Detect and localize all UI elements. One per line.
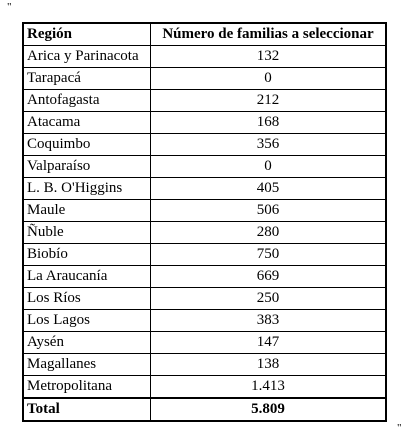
- region-cell: Arica y Parinacota: [22, 45, 151, 68]
- table-row: Maule 506: [22, 199, 387, 222]
- region-cell: Los Ríos: [22, 287, 151, 310]
- header-cell: Región: [22, 22, 151, 46]
- table-row: Biobío 750: [22, 243, 387, 266]
- count-cell: 0: [150, 155, 387, 178]
- table-row: Ñuble 280: [22, 221, 387, 244]
- count-cell: 669: [150, 265, 387, 288]
- table-row: La Araucanía 669: [22, 265, 387, 288]
- count-cell: 405: [150, 177, 387, 200]
- total-row: Total 5.809: [22, 397, 387, 422]
- region-cell: Valparaíso: [22, 155, 151, 178]
- region-cell: Metropolitana: [22, 375, 151, 399]
- region-cell: Total: [22, 397, 151, 422]
- count-cell: 132: [150, 45, 387, 68]
- header-cell: Número de familias a seleccionar: [150, 22, 387, 46]
- count-cell: 0: [150, 67, 387, 90]
- region-cell: Coquimbo: [22, 133, 151, 156]
- region-cell: L. B. O'Higgins: [22, 177, 151, 200]
- region-cell: Biobío: [22, 243, 151, 266]
- region-cell: Antofagasta: [22, 89, 151, 112]
- count-cell: 168: [150, 111, 387, 134]
- stray-mark: ": [397, 422, 402, 434]
- count-cell: 1.413: [150, 375, 387, 399]
- count-cell: 5.809: [150, 397, 387, 422]
- region-cell: Ñuble: [22, 221, 151, 244]
- region-cell: Aysén: [22, 331, 151, 354]
- count-cell: 280: [150, 221, 387, 244]
- region-cell: Atacama: [22, 111, 151, 134]
- region-cell: Maule: [22, 199, 151, 222]
- table-row: Magallanes 138: [22, 353, 387, 376]
- region-cell: La Araucanía: [22, 265, 151, 288]
- table-row: Tarapacá 0: [22, 67, 387, 90]
- count-cell: 356: [150, 133, 387, 156]
- count-cell: 147: [150, 331, 387, 354]
- region-cell: Tarapacá: [22, 67, 151, 90]
- table-row: Atacama 168: [22, 111, 387, 134]
- data-table: Región Número de familias a seleccionar …: [22, 22, 387, 422]
- table-row: Valparaíso 0: [22, 155, 387, 178]
- table-row: Antofagasta 212: [22, 89, 387, 112]
- count-cell: 750: [150, 243, 387, 266]
- stray-mark: ": [7, 1, 12, 13]
- count-cell: 250: [150, 287, 387, 310]
- count-cell: 506: [150, 199, 387, 222]
- table-row: Los Ríos 250: [22, 287, 387, 310]
- region-cell: Los Lagos: [22, 309, 151, 332]
- region-cell: Magallanes: [22, 353, 151, 376]
- header-row: Región Número de familias a seleccionar: [22, 22, 387, 46]
- table-row: Metropolitana 1.413: [22, 375, 387, 399]
- count-cell: 138: [150, 353, 387, 376]
- count-cell: 212: [150, 89, 387, 112]
- table-row: Los Lagos 383: [22, 309, 387, 332]
- table-row: L. B. O'Higgins 405: [22, 177, 387, 200]
- table-row: Aysén 147: [22, 331, 387, 354]
- table-row: Coquimbo 356: [22, 133, 387, 156]
- count-cell: 383: [150, 309, 387, 332]
- table-row: Arica y Parinacota 132: [22, 45, 387, 68]
